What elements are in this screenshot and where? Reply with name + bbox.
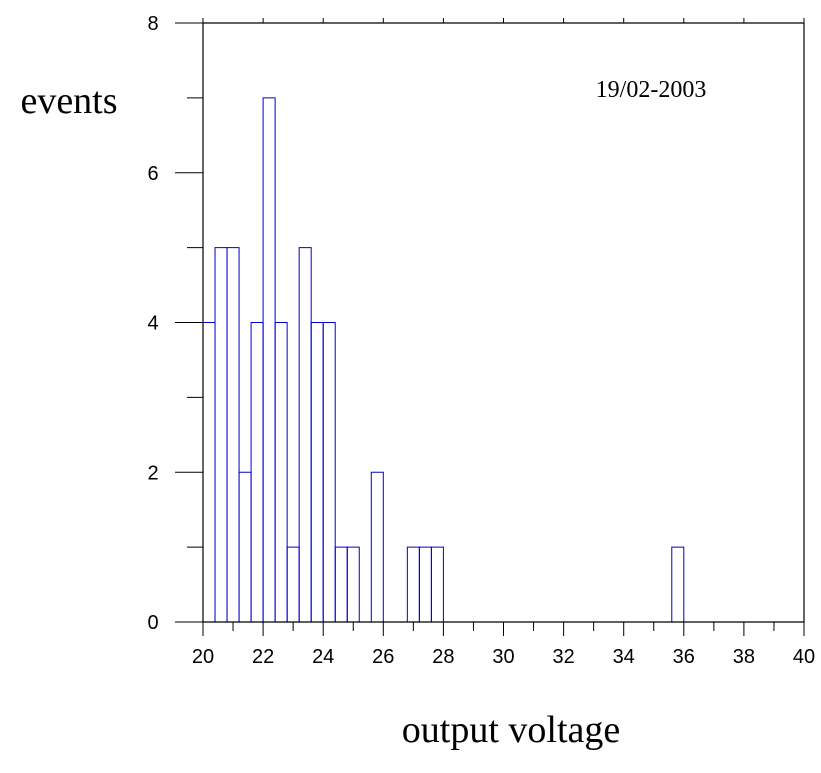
chart-annotation-date: 19/02-2003 bbox=[596, 77, 707, 103]
x-tick-label-30: 30 bbox=[492, 646, 514, 668]
y-axis-label: events bbox=[20, 80, 117, 122]
y-tick-label-6: 6 bbox=[147, 163, 158, 185]
histogram-bar-8 bbox=[298, 247, 312, 623]
histogram-bar-2 bbox=[226, 247, 240, 623]
histogram-bar-15 bbox=[418, 546, 432, 623]
histogram-bar-7 bbox=[286, 546, 300, 623]
histogram-bar-0 bbox=[202, 322, 216, 623]
histogram-bar-13 bbox=[370, 471, 384, 623]
x-tick-label-20: 20 bbox=[192, 646, 214, 668]
axes bbox=[202, 22, 805, 623]
histogram-bars bbox=[202, 97, 685, 623]
x-tick-label-34: 34 bbox=[613, 646, 635, 668]
y-tick-label-4: 4 bbox=[147, 313, 158, 335]
x-tick-label-38: 38 bbox=[733, 646, 755, 668]
x-tick-label-40: 40 bbox=[793, 646, 815, 668]
x-tick-label-24: 24 bbox=[312, 646, 334, 668]
histogram-bar-17 bbox=[671, 546, 685, 623]
x-tick-label-36: 36 bbox=[673, 646, 695, 668]
histogram-bar-12 bbox=[346, 546, 360, 623]
histogram-bar-11 bbox=[334, 546, 348, 623]
x-axis-label: output voltage bbox=[402, 709, 620, 751]
histogram-bar-16 bbox=[430, 546, 444, 623]
histogram-bar-3 bbox=[238, 471, 252, 623]
histogram-bar-14 bbox=[406, 546, 420, 623]
x-axis-ticks: 20 22 24 26 28 30 32 34 36 38 40 bbox=[192, 18, 815, 668]
y-tick-label-2: 2 bbox=[147, 462, 158, 484]
y-axis-ticks: 0 2 4 6 8 bbox=[147, 13, 203, 634]
histogram-bar-1 bbox=[214, 247, 228, 623]
x-tick-label-28: 28 bbox=[432, 646, 454, 668]
histogram-bar-6 bbox=[274, 322, 288, 623]
x-tick-label-22: 22 bbox=[252, 646, 274, 668]
histogram-bar-5 bbox=[262, 97, 276, 623]
x-tick-label-32: 32 bbox=[552, 646, 574, 668]
y-tick-label-0: 0 bbox=[147, 612, 158, 634]
histogram-bar-9 bbox=[310, 322, 324, 623]
histogram-bar-4 bbox=[250, 322, 264, 623]
histogram-bar-10 bbox=[322, 322, 336, 623]
x-tick-label-26: 26 bbox=[372, 646, 394, 668]
y-tick-label-8: 8 bbox=[147, 13, 158, 35]
